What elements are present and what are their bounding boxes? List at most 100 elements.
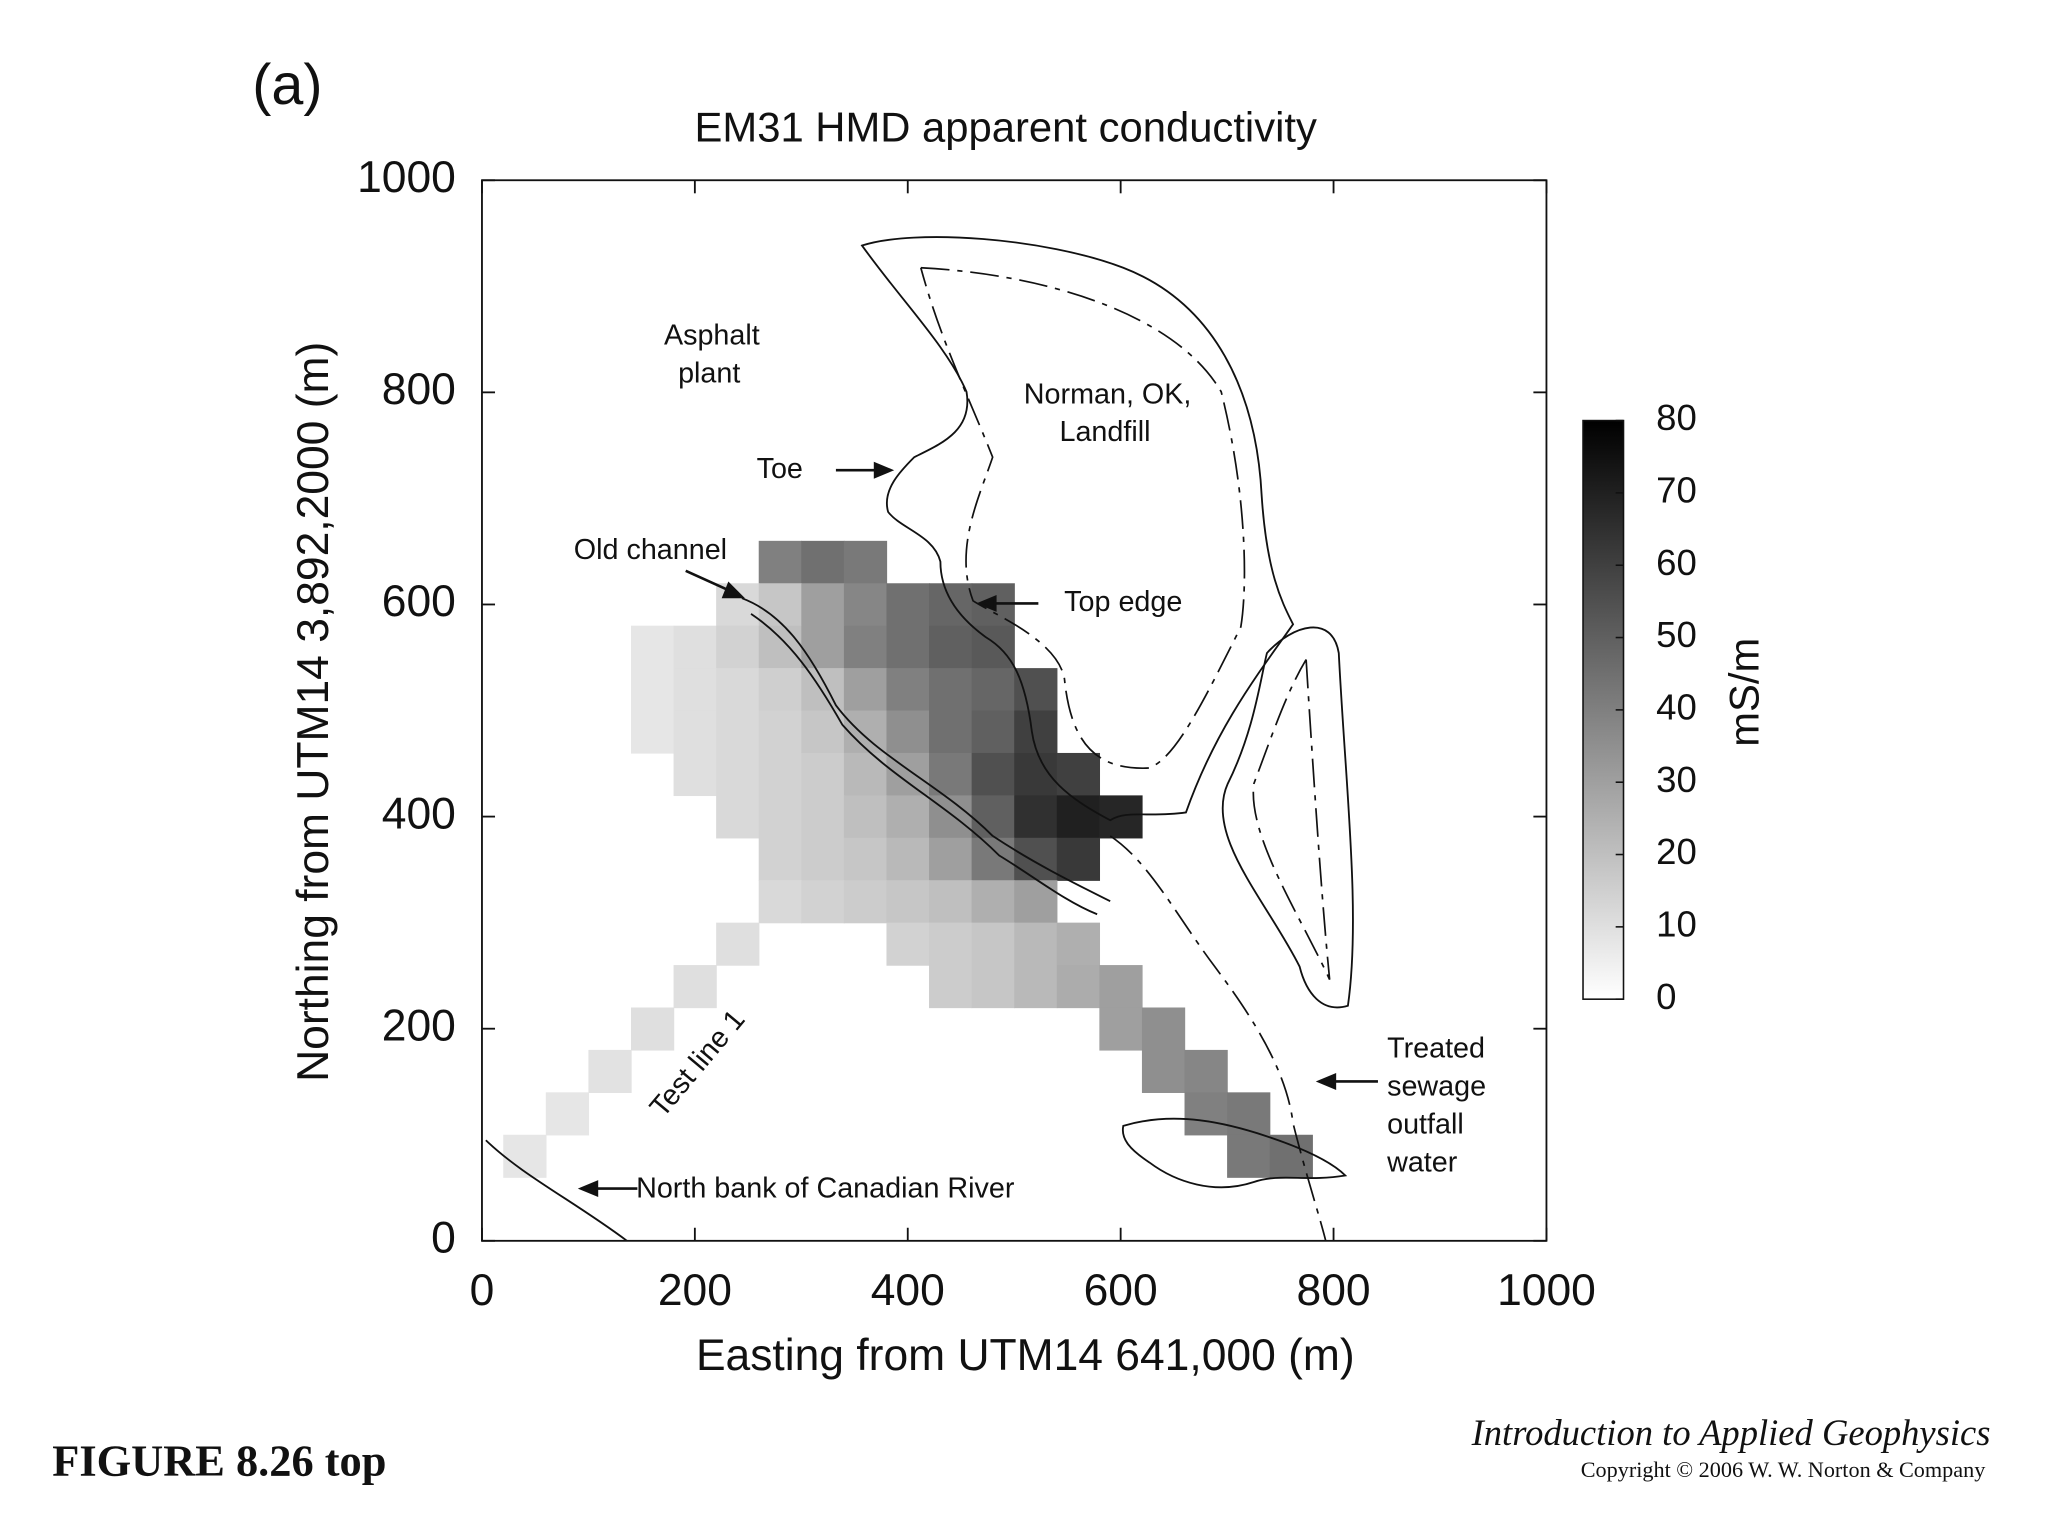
cell xyxy=(673,710,717,754)
y-tick-label: 400 xyxy=(382,789,456,838)
annotation: plant xyxy=(678,357,740,389)
cell xyxy=(1099,1007,1143,1051)
cell xyxy=(1227,1092,1271,1136)
cell xyxy=(801,795,845,839)
cell xyxy=(843,752,888,797)
cell xyxy=(1141,1007,1186,1051)
y-tick-label: 1000 xyxy=(357,153,456,202)
colorbar-gradient xyxy=(1582,419,1625,1000)
colorbar-tick-label: 20 xyxy=(1656,831,1697,872)
cell xyxy=(630,1007,675,1051)
cell xyxy=(843,880,888,924)
annotation: Toe xyxy=(757,453,803,485)
cell xyxy=(1014,668,1058,712)
colorbar-tick-label: 80 xyxy=(1656,397,1697,438)
cell xyxy=(843,837,888,881)
cell xyxy=(545,1092,590,1136)
cell xyxy=(843,583,888,627)
colorbar-tick-label: 50 xyxy=(1656,614,1697,655)
cell xyxy=(1014,922,1058,966)
cell xyxy=(886,922,930,966)
cell xyxy=(1056,965,1101,1009)
cell xyxy=(673,965,717,1009)
cell xyxy=(630,668,675,712)
cell xyxy=(971,710,1015,754)
cell xyxy=(758,625,802,669)
cell xyxy=(1014,752,1058,797)
plot-frame xyxy=(481,179,1548,1242)
annotation: water xyxy=(1386,1146,1458,1178)
cell xyxy=(929,668,973,712)
cell xyxy=(588,1049,632,1093)
book-title: Introduction to Applied Geophysics xyxy=(1471,1412,1991,1453)
cell xyxy=(886,880,930,924)
cell xyxy=(758,752,802,797)
cell xyxy=(1056,795,1101,839)
cell xyxy=(971,668,1015,712)
axes: 0 200 400 600 800 1000 0 200 400 600 800 1000 xyxy=(357,153,1596,1315)
heatmap xyxy=(503,540,1313,1178)
cell xyxy=(758,837,802,881)
cell xyxy=(801,752,845,797)
cell xyxy=(1014,795,1058,839)
cell xyxy=(758,540,802,584)
arrows xyxy=(577,461,1378,1198)
copyright: Copyright © 2006 W. W. Norton & Company xyxy=(1581,1457,1986,1482)
cell xyxy=(1269,1134,1313,1178)
annotation: outfall xyxy=(1387,1108,1464,1140)
annotation: Landfill xyxy=(1059,416,1150,448)
x-tick-label: 600 xyxy=(1084,1266,1158,1315)
cell xyxy=(1099,965,1143,1009)
colorbar-tick-label: 70 xyxy=(1656,470,1697,511)
cell xyxy=(716,583,760,627)
annotation: Top edge xyxy=(1064,586,1182,618)
x-axis-label: Easting from UTM14 641,000 (m) xyxy=(696,1331,1355,1380)
cell xyxy=(843,795,888,839)
chart-title: EM31 HMD apparent conductivity xyxy=(695,104,1317,151)
cell xyxy=(716,710,760,754)
colorbar-tick-label: 60 xyxy=(1656,542,1697,583)
cell xyxy=(801,625,845,669)
cell xyxy=(971,752,1015,797)
cell xyxy=(843,540,888,584)
cell xyxy=(1184,1049,1228,1093)
cell xyxy=(673,625,717,669)
cell xyxy=(758,880,802,924)
annotation: Treated xyxy=(1387,1033,1485,1065)
annotation: Norman, OK, xyxy=(1024,378,1192,410)
cell xyxy=(1056,837,1101,881)
cell xyxy=(673,668,717,712)
cell xyxy=(1099,795,1143,839)
cell xyxy=(843,710,888,754)
cell xyxy=(1014,880,1058,924)
cell xyxy=(716,668,760,712)
cell xyxy=(673,752,717,797)
x-tick-label: 1000 xyxy=(1497,1266,1596,1315)
cell xyxy=(929,625,973,669)
annotation: North bank of Canadian River xyxy=(636,1172,1015,1204)
cell xyxy=(758,668,802,712)
cell xyxy=(801,837,845,881)
cell xyxy=(1184,1092,1228,1136)
x-tick-label: 200 xyxy=(658,1266,732,1315)
x-tick-label: 0 xyxy=(470,1266,495,1315)
cell xyxy=(801,880,845,924)
cell xyxy=(929,922,973,966)
colorbar-tick-label: 30 xyxy=(1656,759,1697,800)
cell xyxy=(801,540,845,584)
annotations: Asphalt plant Norman, OK, Landfill Toe O… xyxy=(574,320,1486,1205)
cell xyxy=(929,965,973,1009)
cell xyxy=(758,583,802,627)
cell xyxy=(758,795,802,839)
cell xyxy=(801,668,845,712)
cell xyxy=(758,710,802,754)
cell xyxy=(886,795,930,839)
annotation: sewage xyxy=(1387,1071,1486,1103)
cell xyxy=(886,668,930,712)
cell xyxy=(886,625,930,669)
cell xyxy=(1141,1049,1186,1093)
y-tick-label: 0 xyxy=(431,1214,456,1263)
colorbar-tick-label: 40 xyxy=(1656,687,1697,728)
annotation: Old channel xyxy=(574,534,727,566)
